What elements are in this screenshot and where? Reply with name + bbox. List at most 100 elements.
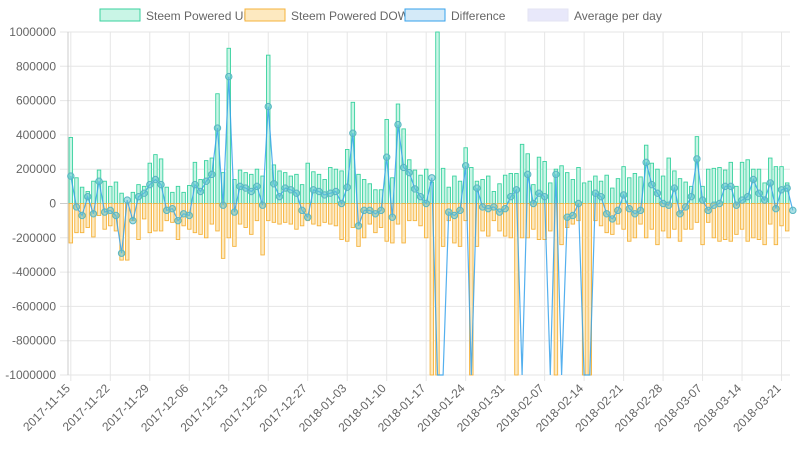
down-bar — [136, 203, 141, 240]
down-bar — [254, 203, 260, 222]
down-bar — [299, 203, 305, 227]
up-bar — [435, 31, 440, 204]
down-bar — [553, 203, 559, 376]
up-bar — [130, 191, 136, 204]
legend-swatch — [404, 8, 446, 22]
down-bar — [559, 203, 564, 246]
down-bar — [440, 203, 446, 247]
difference-point — [755, 189, 763, 197]
difference-point — [416, 192, 425, 201]
up-bar — [102, 180, 107, 204]
y-tick-label: -1000000 — [5, 368, 56, 382]
up-bar — [164, 186, 169, 204]
difference-point — [738, 196, 746, 204]
difference-point — [422, 199, 430, 208]
down-bar — [756, 203, 762, 240]
difference-point — [631, 210, 639, 218]
difference-point — [388, 213, 397, 221]
up-bar — [367, 183, 372, 204]
down-bar — [203, 203, 209, 239]
difference-point — [715, 199, 724, 208]
down-bar — [243, 203, 248, 228]
difference-point — [185, 211, 193, 220]
difference-point — [106, 206, 115, 215]
down-bar — [322, 203, 327, 223]
up-bar — [519, 143, 525, 204]
difference-point — [332, 187, 340, 196]
up-bar — [773, 166, 779, 204]
up-bar — [480, 179, 485, 204]
difference-point — [665, 201, 673, 209]
up-bar — [452, 175, 457, 204]
down-bar — [288, 203, 294, 225]
up-bar — [469, 167, 474, 204]
up-bar — [604, 174, 609, 204]
down-bar — [91, 203, 96, 238]
down-bar — [260, 203, 265, 256]
down-bar — [373, 203, 378, 234]
difference-point — [112, 211, 120, 220]
difference-point — [625, 204, 633, 213]
difference-point — [377, 206, 385, 215]
down-bar — [266, 203, 271, 222]
down-bar — [751, 203, 756, 239]
difference-point — [84, 192, 92, 201]
down-bar — [677, 203, 683, 242]
difference-point — [456, 206, 464, 215]
up-bar — [299, 184, 305, 204]
down-bar — [147, 203, 152, 234]
difference-point — [67, 172, 75, 180]
difference-point — [287, 186, 295, 194]
difference-point — [535, 189, 543, 197]
difference-point — [450, 211, 459, 220]
difference-point — [732, 201, 741, 209]
up-bar — [564, 172, 570, 204]
difference-point — [653, 189, 662, 197]
up-bar — [79, 186, 85, 204]
difference-point — [405, 168, 413, 177]
difference-point — [670, 184, 679, 192]
down-bar — [395, 203, 401, 225]
y-tick-label: -600000 — [12, 299, 56, 313]
down-bar — [361, 203, 367, 239]
difference-point — [382, 153, 391, 161]
difference-point — [619, 191, 628, 199]
difference-point — [642, 158, 650, 167]
up-bar — [756, 168, 762, 204]
down-bar — [401, 203, 406, 244]
down-bar — [604, 203, 609, 234]
legend-swatch — [99, 8, 141, 22]
down-bar — [649, 203, 655, 230]
down-bar — [311, 203, 316, 225]
down-bar — [316, 203, 322, 227]
down-bar — [655, 203, 660, 246]
down-bar — [486, 203, 491, 237]
up-bar — [581, 182, 587, 204]
down-bar — [452, 203, 457, 244]
up-bar — [779, 166, 784, 204]
up-bar — [68, 137, 74, 204]
down-bar — [700, 203, 705, 246]
difference-point — [213, 124, 222, 132]
difference-point — [304, 213, 312, 221]
difference-point — [95, 177, 103, 185]
down-bar — [689, 203, 694, 230]
down-bar — [378, 203, 384, 228]
difference-point — [371, 210, 380, 218]
up-bar — [333, 168, 339, 204]
up-bar — [361, 179, 367, 204]
difference-point — [495, 208, 504, 216]
down-bar — [333, 203, 339, 227]
down-bar — [328, 203, 333, 225]
down-bar — [519, 203, 525, 239]
down-bar — [536, 203, 542, 240]
up-bar — [440, 167, 446, 204]
difference-point — [253, 182, 261, 191]
down-bar — [745, 203, 750, 242]
difference-point — [275, 192, 284, 201]
legend-label: Steem Powered UP — [146, 9, 251, 23]
up-bar — [711, 167, 717, 204]
down-bar — [345, 203, 350, 242]
down-bar — [660, 203, 666, 232]
difference-point — [157, 180, 165, 189]
